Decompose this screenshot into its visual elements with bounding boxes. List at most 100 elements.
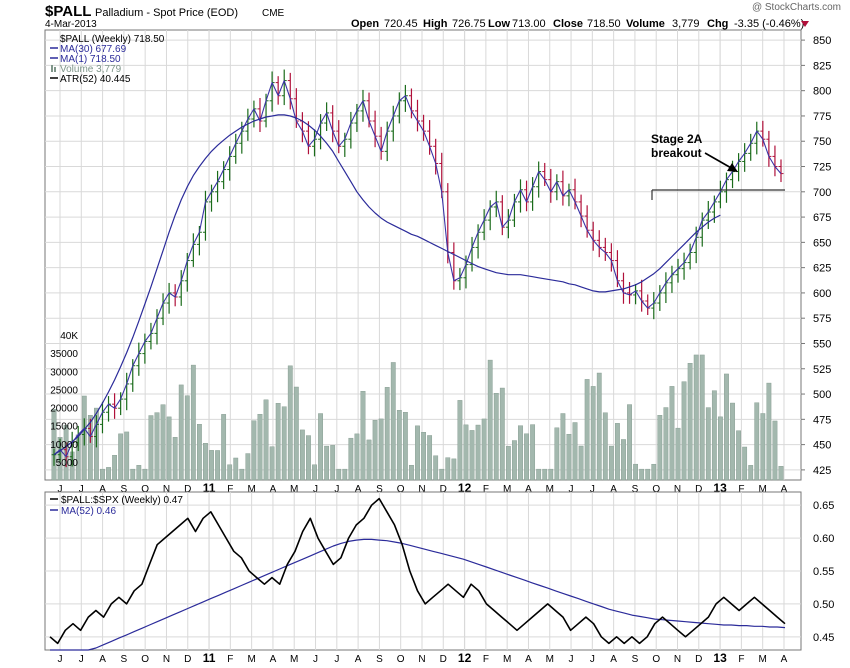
volume-bar — [487, 359, 493, 481]
volume-bar — [705, 407, 711, 481]
volume-bar — [342, 468, 348, 481]
x-tick-label: O — [652, 484, 660, 495]
volume-bar — [433, 455, 439, 481]
volume-tick-label: 35000 — [50, 349, 78, 360]
x-tick-label: M — [503, 654, 511, 665]
annotation-line1: Stage 2A — [651, 132, 703, 146]
x-tick-label: A — [525, 654, 532, 665]
volume-bar — [306, 435, 311, 481]
ratio-y-axis: 0.45 0.50 0.55 0.60 0.65 — [813, 500, 834, 644]
open-value: 720.45 — [384, 18, 418, 30]
volume-bar — [215, 450, 220, 481]
volume-bar — [324, 445, 330, 481]
ratio-line — [49, 497, 786, 645]
volume-bar — [608, 445, 614, 481]
x-tick-label: N — [418, 654, 425, 665]
price-lines — [53, 80, 782, 458]
x-tick-label: S — [632, 484, 639, 495]
volume-bar — [190, 364, 196, 481]
low-label: Low — [488, 18, 510, 30]
volume-bar — [772, 420, 778, 481]
volume-bar — [469, 430, 475, 481]
x-tick-label: N — [163, 654, 170, 665]
volume-tick-label: 25000 — [50, 385, 78, 396]
annotation-arrow — [704, 152, 734, 170]
chg-value: -3.35 (-0.46%) — [734, 18, 804, 30]
legend-ratio: $PALL:$SPX (Weekly) 0.47 — [61, 495, 183, 506]
y-tick-label: 550 — [813, 338, 831, 350]
x-tick-label: N — [674, 654, 681, 665]
volume-bar — [136, 465, 142, 481]
x-tick-label: D — [695, 484, 702, 495]
x-tick-label: J — [58, 654, 63, 665]
down-arrow-icon — [801, 21, 809, 27]
volume-bar — [730, 402, 735, 481]
x-tick-label: A — [610, 654, 617, 665]
volume-bar — [415, 425, 420, 481]
volume-bar — [699, 354, 705, 481]
volume-bar — [505, 446, 511, 481]
volume-bar — [736, 430, 741, 481]
volume-bar — [645, 468, 651, 481]
y-tick-label: 650 — [813, 237, 831, 249]
x-tick-label: S — [121, 654, 128, 665]
x-tick-label: N — [163, 484, 170, 495]
volume-bar — [578, 445, 584, 481]
ma30-line — [53, 114, 721, 456]
x-tick-label: M — [546, 484, 554, 495]
volume-bar — [493, 393, 499, 481]
volume-bar — [336, 468, 342, 481]
volume-bar — [530, 424, 536, 481]
annotation-line2: breakout — [651, 146, 702, 160]
quote-strip: Open 720.45 High 726.75 Low 713.00 Close… — [351, 18, 809, 30]
x-tick-label: 11 — [203, 651, 216, 665]
volume-bar — [148, 415, 154, 481]
volume-bar — [360, 391, 366, 481]
x-tick-label: F — [227, 484, 233, 495]
volume-bar — [263, 399, 269, 481]
volume-bar — [481, 418, 487, 481]
legend-volume: Volume 3,779 — [60, 64, 122, 75]
volume-bar — [439, 468, 445, 481]
volume-bar — [499, 387, 505, 481]
x-tick-label: F — [483, 484, 489, 495]
volume-tick-label: 30000 — [50, 367, 78, 378]
volume-bar — [748, 465, 754, 481]
volume-bar — [445, 457, 451, 481]
volume-bar — [172, 437, 178, 481]
volume-bar — [584, 379, 590, 481]
volume-tick-label: 5000 — [56, 458, 79, 469]
volume-tick-label: 20000 — [50, 404, 78, 415]
high-value: 726.75 — [452, 18, 486, 30]
y-tick-label: 700 — [813, 187, 831, 199]
volume-bar — [572, 422, 578, 481]
volume-bar — [463, 424, 469, 481]
x-tick-label: M — [290, 654, 298, 665]
y-tick-label: 850 — [813, 35, 831, 47]
volume-bar — [366, 439, 372, 481]
x-tick-label: J — [313, 484, 318, 495]
volume-bar — [778, 466, 784, 481]
x-tick-label: J — [334, 484, 339, 495]
volume-bar — [596, 372, 602, 481]
x-tick-label: S — [121, 484, 128, 495]
x-tick-label: J — [334, 654, 339, 665]
volume-bar — [602, 412, 608, 481]
x-tick-label: D — [184, 484, 191, 495]
y-tick-label: 725 — [813, 162, 831, 174]
volume-bar — [118, 433, 124, 481]
y-tick-label: 475 — [813, 414, 831, 426]
volume-bar — [663, 407, 669, 481]
volume-bar — [524, 433, 529, 481]
volume-bar — [287, 365, 293, 481]
x-tick-label: M — [759, 484, 767, 495]
volume-bar — [693, 354, 699, 481]
volume-bar — [512, 440, 517, 481]
x-tick-label: A — [610, 484, 617, 495]
y-tick-label: 425 — [813, 465, 831, 477]
volume-bar — [312, 464, 317, 481]
volume-bar — [590, 386, 596, 481]
volume-bar — [166, 416, 172, 481]
y-tick-label: 750 — [813, 136, 831, 148]
x-tick-label: 12 — [458, 651, 472, 665]
